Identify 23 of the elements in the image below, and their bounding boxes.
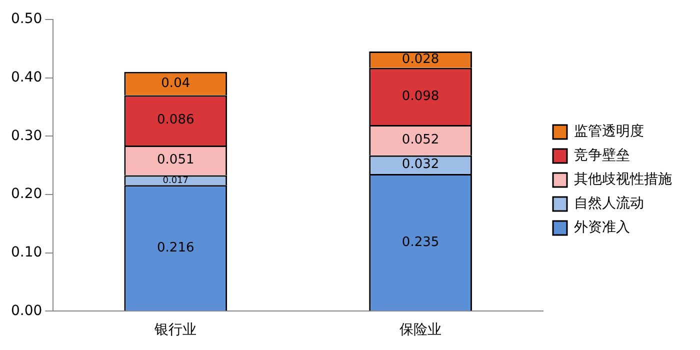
legend-label: 其他歧视性措施 (574, 172, 672, 188)
legend-label: 竞争壁垒 (574, 148, 630, 164)
data-label: 0.086 (157, 112, 194, 128)
y-tick-label: 0.50 (11, 11, 42, 28)
data-label: 0.04 (161, 76, 190, 91)
x-tick-label: 银行业 (154, 322, 197, 338)
y-tick-label: 0.40 (11, 69, 42, 86)
y-tick-label: 0.20 (11, 186, 42, 202)
data-label: 0.028 (402, 52, 440, 68)
data-label: 0.235 (402, 234, 440, 250)
y-tick-label: 0.10 (11, 244, 42, 260)
y-tick-label: 0.00 (11, 302, 42, 319)
data-label: 0.098 (402, 88, 440, 104)
x-tick-label: 保险业 (400, 322, 442, 338)
legend-label: 监管透明度 (574, 124, 644, 140)
data-label: 0.216 (157, 240, 194, 256)
data-label: 0.017 (162, 176, 189, 186)
data-label: 0.032 (402, 157, 440, 172)
legend-label: 自然人流动 (574, 196, 644, 212)
data-label: 0.051 (157, 152, 194, 168)
data-label: 0.052 (402, 132, 440, 148)
y-tick-label: 0.30 (11, 128, 42, 144)
legend-label: 外资准入 (574, 220, 630, 236)
